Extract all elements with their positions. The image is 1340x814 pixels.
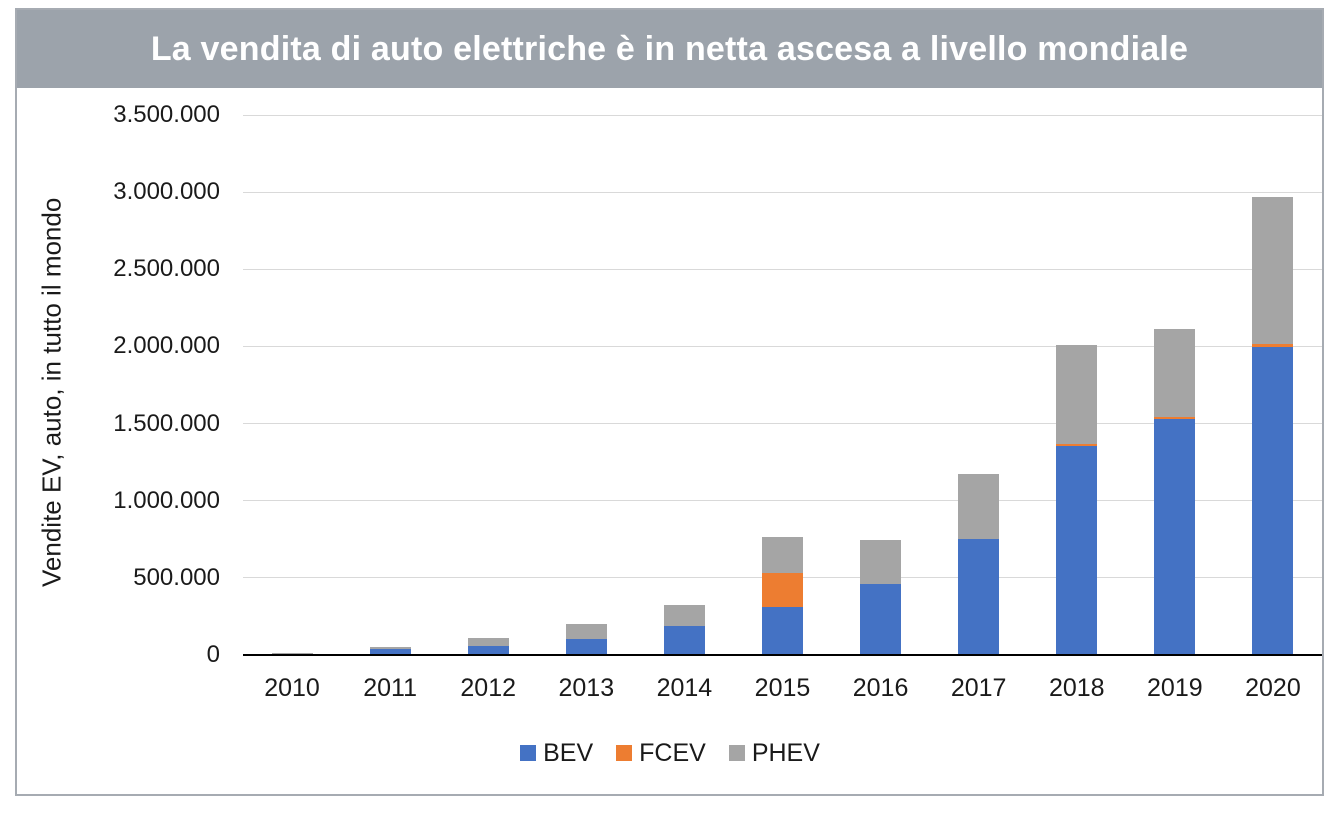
bar-segment-bev-2018: [1056, 445, 1098, 655]
bar-segment-bev-2013: [565, 638, 607, 655]
y-axis-tick-label: 500.000: [133, 563, 220, 591]
y-axis-tick-label: 3.500.000: [113, 101, 220, 128]
x-axis-label: 2015: [754, 674, 811, 702]
chart-title: La vendita di auto elettriche è in netta…: [17, 10, 1322, 88]
chart-frame: La vendita di auto elettriche è in netta…: [15, 8, 1324, 796]
gridline: [243, 268, 1322, 270]
bar-segment-bev-2016: [860, 583, 902, 655]
x-axis-label: 2016: [852, 674, 909, 702]
y-axis-tick-label: 0: [206, 641, 220, 668]
bar-segment-phev-2018: [1056, 344, 1098, 444]
x-axis-label: 2013: [558, 674, 615, 702]
x-axis-label: 2010: [264, 674, 320, 702]
bar-segment-fcev-2020: [1252, 343, 1294, 347]
gridline: [243, 423, 1322, 425]
bar-segment-bev-2011: [369, 648, 411, 655]
gridline: [243, 114, 1322, 116]
bev-swatch-icon: [520, 745, 537, 761]
bar-segment-fcev-2015: [762, 572, 803, 608]
y-axis-tick-label: 1.000.000: [113, 486, 220, 514]
bar-segment-bev-2017: [958, 539, 1000, 655]
legend: BEV FCEV PHEV: [0, 737, 1340, 769]
bar-segment-bev-2020: [1252, 346, 1294, 655]
x-axis-label: 2012: [460, 674, 517, 702]
y-axis-tick-label: 3.000.000: [113, 178, 220, 206]
bar-segment-fcev-2018: [1056, 443, 1098, 446]
legend-item-bev: BEV: [520, 739, 593, 768]
x-axis-label: 2014: [656, 674, 713, 702]
fcev-swatch-icon: [616, 745, 633, 761]
x-axis-label: 2020: [1245, 674, 1301, 702]
legend-label-fcev: FCEV: [639, 738, 706, 767]
bar-segment-phev-2011: [369, 647, 411, 649]
x-axis-label: 2018: [1048, 674, 1105, 702]
bar-segment-bev-2019: [1154, 418, 1196, 655]
gridline: [243, 191, 1322, 193]
bar-segment-bev-2014: [663, 625, 705, 655]
bar-segment-phev-2012: [467, 637, 509, 646]
bar-segment-phev-2017: [958, 474, 1000, 540]
bar-segment-bev-2015: [762, 607, 803, 655]
bar-segment-fcev-2019: [1154, 417, 1196, 419]
x-axis-label: 2017: [950, 674, 1007, 702]
legend-item-fcev: FCEV: [616, 739, 706, 768]
bar-segment-phev-2014: [663, 604, 705, 626]
legend-item-phev: PHEV: [728, 738, 820, 768]
legend-label-phev: PHEV: [751, 738, 820, 767]
y-axis-tick-label: 1.500.000: [113, 409, 220, 437]
bar-segment-phev-2016: [860, 539, 902, 584]
y-axis-tick-label: 2.000.000: [113, 332, 220, 360]
phev-swatch-icon: [728, 745, 745, 761]
x-axis-label: 2011: [363, 674, 417, 702]
bar-segment-phev-2013: [565, 623, 607, 639]
bar-segment-phev-2019: [1154, 329, 1196, 418]
bar-segment-phev-2020: [1252, 196, 1294, 344]
gridline: [243, 500, 1322, 502]
legend-label-bev: BEV: [543, 738, 594, 767]
gridline: [243, 345, 1322, 347]
x-axis-line: [243, 654, 1322, 656]
y-axis-tick-label: 2.500.000: [113, 255, 220, 283]
x-axis-label: 2019: [1147, 674, 1203, 702]
bar-segment-phev-2015: [762, 536, 803, 573]
bar-segment-bev-2012: [467, 645, 509, 655]
bar-segment-phev-2010: [271, 652, 313, 654]
